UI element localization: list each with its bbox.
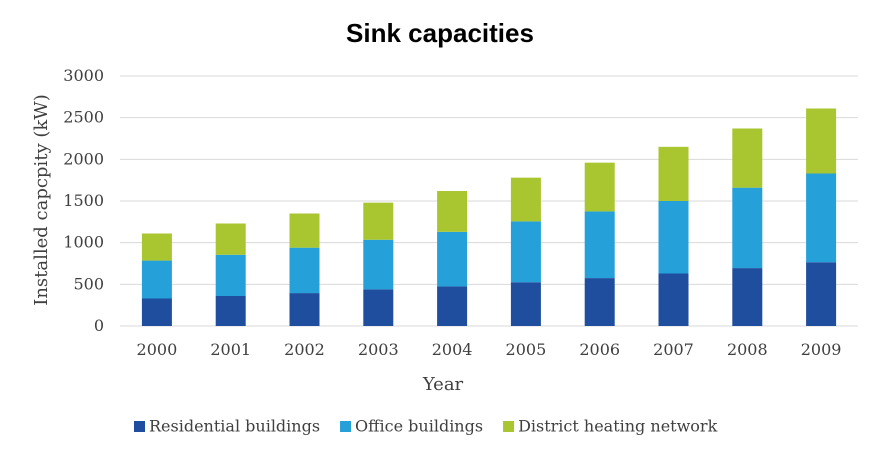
legend-swatch: [340, 421, 352, 432]
y-tick-label: 1500: [63, 191, 104, 210]
bar-segment: [215, 223, 246, 255]
x-axis-ticks: 2000 2001 2002 2003 2004 2005 2006 2007 2008 2009: [137, 340, 842, 359]
bar-segment: [510, 221, 541, 283]
bar-segment: [141, 233, 172, 261]
bar-segment: [806, 262, 837, 326]
bar-segment: [289, 293, 320, 326]
bar-segment: [363, 289, 394, 326]
bar-segment: [215, 296, 246, 326]
x-tick-label: 2000: [137, 340, 178, 359]
bar-segment: [437, 286, 468, 326]
x-tick-label: 2007: [653, 340, 694, 359]
x-tick-label: 2008: [727, 340, 768, 359]
x-axis-title: Year: [422, 374, 464, 395]
y-axis-title: Installed capcpity (kW): [31, 94, 52, 306]
bar-segment: [732, 128, 763, 188]
x-tick-label: 2006: [579, 340, 620, 359]
x-tick-label: 2009: [801, 340, 842, 359]
bar-segment: [658, 273, 689, 326]
y-tick-label: 500: [73, 274, 104, 293]
x-tick-label: 2002: [284, 340, 325, 359]
bar-segment: [363, 239, 394, 290]
bar-segment: [510, 177, 541, 222]
legend: Residential buildings Office buildings Dis…: [134, 417, 718, 436]
bar-segment: [510, 282, 541, 326]
y-tick-label: 0: [94, 316, 104, 335]
y-tick-label: 3000: [63, 66, 104, 85]
bar-segment: [141, 260, 172, 299]
x-tick-label: 2003: [358, 340, 399, 359]
x-tick-label: 2005: [506, 340, 547, 359]
bar-segment: [806, 108, 837, 174]
bar-segment: [658, 146, 689, 201]
legend-label: Residential buildings: [149, 417, 320, 436]
bar-segment: [363, 202, 394, 240]
bar-segment: [437, 231, 468, 287]
y-tick-label: 2000: [63, 149, 104, 168]
x-tick-label: 2004: [432, 340, 473, 359]
bar-segment: [289, 247, 320, 294]
chart-title: Sink capacities: [346, 18, 534, 48]
legend-swatch: [134, 421, 145, 432]
bar-segment: [806, 173, 837, 263]
bar-segment: [584, 162, 615, 212]
x-tick-label: 2001: [210, 340, 251, 359]
bar-segment: [584, 278, 615, 326]
legend-label: District heating network: [518, 417, 718, 436]
bar-segment: [658, 201, 689, 274]
legend-swatch: [503, 421, 515, 432]
bar-segment: [584, 211, 615, 279]
bar-segment: [437, 191, 468, 232]
legend-label: Office buildings: [355, 417, 483, 436]
bar-segment: [732, 187, 763, 269]
y-tick-label: 1000: [63, 233, 104, 252]
bar-segment: [141, 298, 172, 326]
bar-segment: [215, 254, 246, 296]
bar-segment: [732, 268, 763, 326]
y-tick-label: 2500: [63, 108, 104, 127]
bar-segment: [289, 213, 320, 248]
bars: [141, 108, 837, 326]
y-axis-ticks: 0 500 1000 1500 2000 2500 3000: [63, 66, 104, 335]
